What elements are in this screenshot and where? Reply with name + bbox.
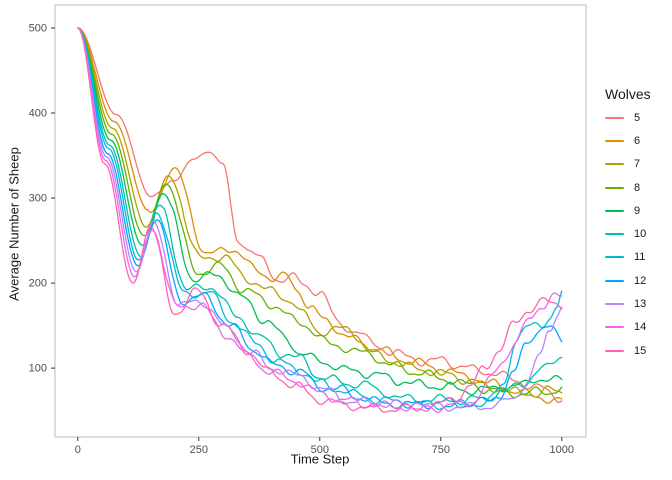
- legend-key-line: [605, 209, 624, 212]
- legend: Wolves 5 6 7 8 9 10 11 12 13 14 15: [605, 82, 651, 362]
- legend-entry-label: 14: [634, 321, 647, 334]
- series-line-5: [77, 27, 563, 403]
- legend-entry: 11: [605, 246, 651, 269]
- legend-key-line: [605, 256, 624, 259]
- legend-entry: 6: [605, 129, 651, 152]
- legend-entry: 9: [605, 199, 651, 222]
- legend-entry-label: 6: [634, 134, 641, 147]
- y-axis-title: Average Number of Sheep: [6, 147, 22, 301]
- series-line-13: [77, 27, 563, 412]
- series-line-11: [77, 27, 563, 411]
- legend-entries: 5 6 7 8 9 10 11 12 13 14 15: [605, 106, 651, 362]
- legend-entry: 15: [605, 339, 651, 362]
- legend-key-line: [605, 279, 624, 282]
- series-line-15: [77, 27, 563, 413]
- legend-entry: 7: [605, 153, 651, 176]
- legend-key-line: [605, 186, 624, 189]
- legend-key-line: [605, 233, 624, 236]
- legend-key-line: [605, 116, 624, 119]
- legend-entry-label: 10: [634, 228, 647, 241]
- legend-entry: 10: [605, 222, 651, 245]
- legend-key-line: [605, 163, 624, 166]
- y-tick-label: 500: [29, 22, 47, 34]
- legend-key-line: [605, 139, 624, 142]
- x-tick-label: 500: [311, 444, 329, 456]
- legend-entry-label: 15: [634, 344, 647, 357]
- series-line-9: [77, 27, 563, 396]
- y-tick-label: 300: [29, 193, 47, 205]
- x-tick-label: 250: [190, 444, 208, 456]
- panel-border: [54, 4, 587, 438]
- legend-entry-label: 12: [634, 274, 647, 287]
- legend-key-line: [605, 349, 624, 352]
- legend-entry: 14: [605, 316, 651, 339]
- y-tick-label: 100: [29, 363, 47, 375]
- legend-entry: 12: [605, 269, 651, 292]
- series-line-12: [77, 27, 563, 410]
- legend-key-line: [605, 326, 624, 329]
- x-axis-title: Time Step: [290, 451, 350, 467]
- legend-entry-label: 13: [634, 298, 647, 311]
- y-tick-label: 400: [29, 108, 47, 120]
- legend-key-line: [605, 303, 624, 306]
- y-tick-label: 200: [29, 278, 47, 290]
- legend-entry-label: 11: [634, 251, 646, 264]
- legend-entry-label: 8: [634, 181, 641, 194]
- legend-entry: 13: [605, 292, 651, 315]
- legend-title: Wolves: [605, 86, 651, 102]
- x-tick-label: 1000: [550, 444, 574, 456]
- legend-entry: 8: [605, 176, 651, 199]
- legend-entry-label: 5: [634, 111, 641, 124]
- legend-entry-label: 7: [634, 158, 641, 171]
- x-tick-label: 0: [75, 444, 81, 456]
- x-tick-label: 750: [432, 444, 450, 456]
- legend-entry: 5: [605, 106, 651, 129]
- legend-entry-label: 9: [634, 204, 641, 217]
